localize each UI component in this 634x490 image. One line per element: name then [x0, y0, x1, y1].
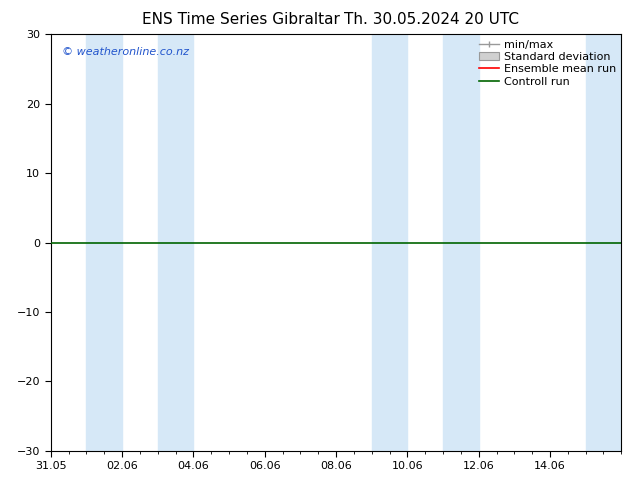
Bar	[586, 34, 621, 451]
Legend: min/max, Standard deviation, Ensemble mean run, Controll run: min/max, Standard deviation, Ensemble me…	[477, 38, 618, 89]
Text: ENS Time Series Gibraltar: ENS Time Series Gibraltar	[142, 12, 340, 27]
Bar	[158, 34, 193, 451]
Bar	[86, 34, 122, 451]
Text: Th. 30.05.2024 20 UTC: Th. 30.05.2024 20 UTC	[344, 12, 519, 27]
Text: © weatheronline.co.nz: © weatheronline.co.nz	[62, 47, 189, 57]
Bar	[372, 34, 408, 451]
Bar	[443, 34, 479, 451]
